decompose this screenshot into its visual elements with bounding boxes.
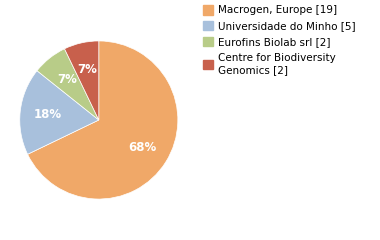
Text: 68%: 68% [128,141,157,154]
Legend: Macrogen, Europe [19], Universidade do Minho [5], Eurofins Biolab srl [2], Centr: Macrogen, Europe [19], Universidade do M… [203,5,356,75]
Wedge shape [28,41,178,199]
Text: 7%: 7% [78,63,97,76]
Wedge shape [65,41,99,120]
Wedge shape [20,71,99,154]
Wedge shape [37,49,99,120]
Text: 18%: 18% [34,108,62,121]
Text: 7%: 7% [57,73,77,86]
